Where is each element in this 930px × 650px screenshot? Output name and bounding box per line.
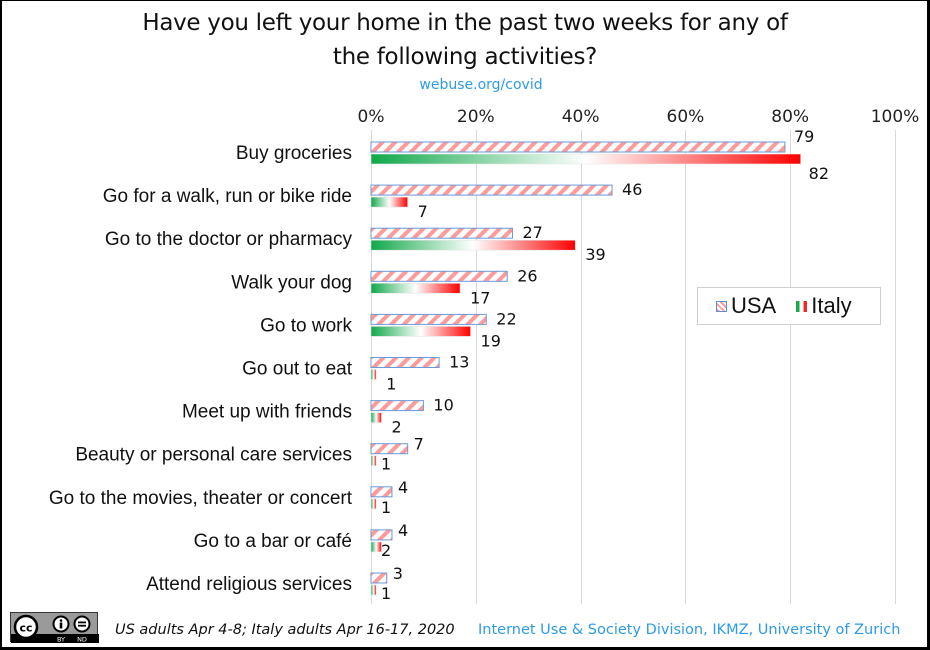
bar-italy xyxy=(370,326,471,337)
value-label-usa: 13 xyxy=(449,353,469,372)
bar-usa xyxy=(370,227,513,239)
value-label-usa: 3 xyxy=(393,564,403,583)
by-text: BY xyxy=(57,636,65,644)
bar-usa xyxy=(370,357,440,368)
legend-item-italy[interactable]: Italy xyxy=(796,293,852,319)
value-label-usa: 26 xyxy=(517,266,537,285)
bar-usa xyxy=(370,572,388,584)
bar-italy xyxy=(370,239,576,251)
bar-italy xyxy=(370,282,461,294)
category-label: Go to the movies, theater or concert xyxy=(49,488,353,509)
footer-sample-note: US adults Apr 4-8; Italy adults Apr 16-1… xyxy=(115,622,455,638)
value-label-usa: 4 xyxy=(398,478,408,497)
bar-italy xyxy=(370,412,382,423)
category-label: Go to a bar or café xyxy=(194,531,352,552)
italy-swatch-icon xyxy=(796,300,808,312)
value-label-usa: 27 xyxy=(522,223,542,242)
x-tick-label: 60% xyxy=(667,107,705,127)
value-label-usa: 10 xyxy=(433,396,453,415)
bars xyxy=(370,141,801,596)
value-label-usa: 7 xyxy=(414,435,424,454)
x-tick-label: 20% xyxy=(457,107,495,127)
bar-usa xyxy=(370,270,508,282)
value-label-italy: 82 xyxy=(809,164,829,183)
legend-item-usa[interactable]: USA xyxy=(716,293,776,319)
category-label: Buy groceries xyxy=(236,143,352,164)
bar-italy xyxy=(370,455,377,467)
bar-italy xyxy=(370,584,377,596)
category-label: Beauty or personal care services xyxy=(75,445,352,466)
cc-text: cc xyxy=(19,622,32,635)
value-label-italy: 1 xyxy=(381,498,391,517)
bar-usa xyxy=(370,313,487,325)
cc-license-badge: cc BY ND xyxy=(10,612,99,644)
value-label-italy: 1 xyxy=(381,584,391,603)
value-label-usa: 22 xyxy=(496,309,516,328)
bar-italy xyxy=(370,541,382,553)
category-label: Walk your dog xyxy=(231,272,352,293)
bar-usa xyxy=(370,141,786,153)
chart-title: Have you left your home in the past two … xyxy=(0,6,930,74)
value-label-usa: 46 xyxy=(622,180,642,199)
legend-label-italy: Italy xyxy=(811,293,852,318)
chart-title-line-2: the following activities? xyxy=(332,44,598,70)
chart-subtitle-link[interactable]: webuse.org/covid xyxy=(419,77,543,93)
value-label-italy: 39 xyxy=(585,245,605,264)
x-axis-ticks: 0% 20% 40% 60% 80% 100% xyxy=(358,107,920,127)
value-label-italy: 19 xyxy=(481,331,501,350)
category-label: Meet up with friends xyxy=(182,402,352,423)
value-label-italy: 2 xyxy=(391,418,401,437)
category-label: Go out to eat xyxy=(242,359,353,380)
usa-swatch-icon xyxy=(716,300,727,312)
bar-italy xyxy=(370,153,801,165)
nd-text: ND xyxy=(77,636,87,644)
x-tick-label: 100% xyxy=(871,107,920,127)
bar-usa xyxy=(370,400,424,412)
footer-credit-link[interactable]: Internet Use & Society Division, IKMZ, U… xyxy=(478,622,901,638)
x-tick-label: 0% xyxy=(358,107,385,127)
legend-label-usa: USA xyxy=(731,293,777,318)
legend: USA Italy xyxy=(697,287,881,325)
chart-title-line-1: Have you left your home in the past two … xyxy=(142,10,788,36)
value-label-italy: 2 xyxy=(381,541,391,560)
cc-by-nd-icon: cc BY ND xyxy=(11,614,99,644)
x-tick-label: 80% xyxy=(771,107,809,127)
bar-italy xyxy=(370,369,377,380)
value-label-usa: 4 xyxy=(398,521,408,540)
bar-usa xyxy=(370,486,393,498)
bar-italy xyxy=(370,196,408,208)
category-labels: Buy groceries Go for a walk, run or bike … xyxy=(49,143,353,595)
value-label-italy: 1 xyxy=(381,455,391,474)
bar-usa xyxy=(370,529,393,541)
value-label-italy: 7 xyxy=(418,202,428,221)
value-label-italy: 1 xyxy=(386,375,396,394)
category-label: Go for a walk, run or bike ride xyxy=(103,186,352,207)
category-label: Go to the doctor or pharmacy xyxy=(105,229,353,250)
x-tick-label: 40% xyxy=(562,107,600,127)
category-label: Go to work xyxy=(260,315,352,336)
bar-usa xyxy=(370,184,613,196)
category-label: Attend religious services xyxy=(146,574,352,595)
bar-italy xyxy=(370,498,377,510)
value-label-usa: 79 xyxy=(794,127,814,146)
value-label-italy: 17 xyxy=(470,288,490,307)
bar-usa xyxy=(370,443,409,455)
